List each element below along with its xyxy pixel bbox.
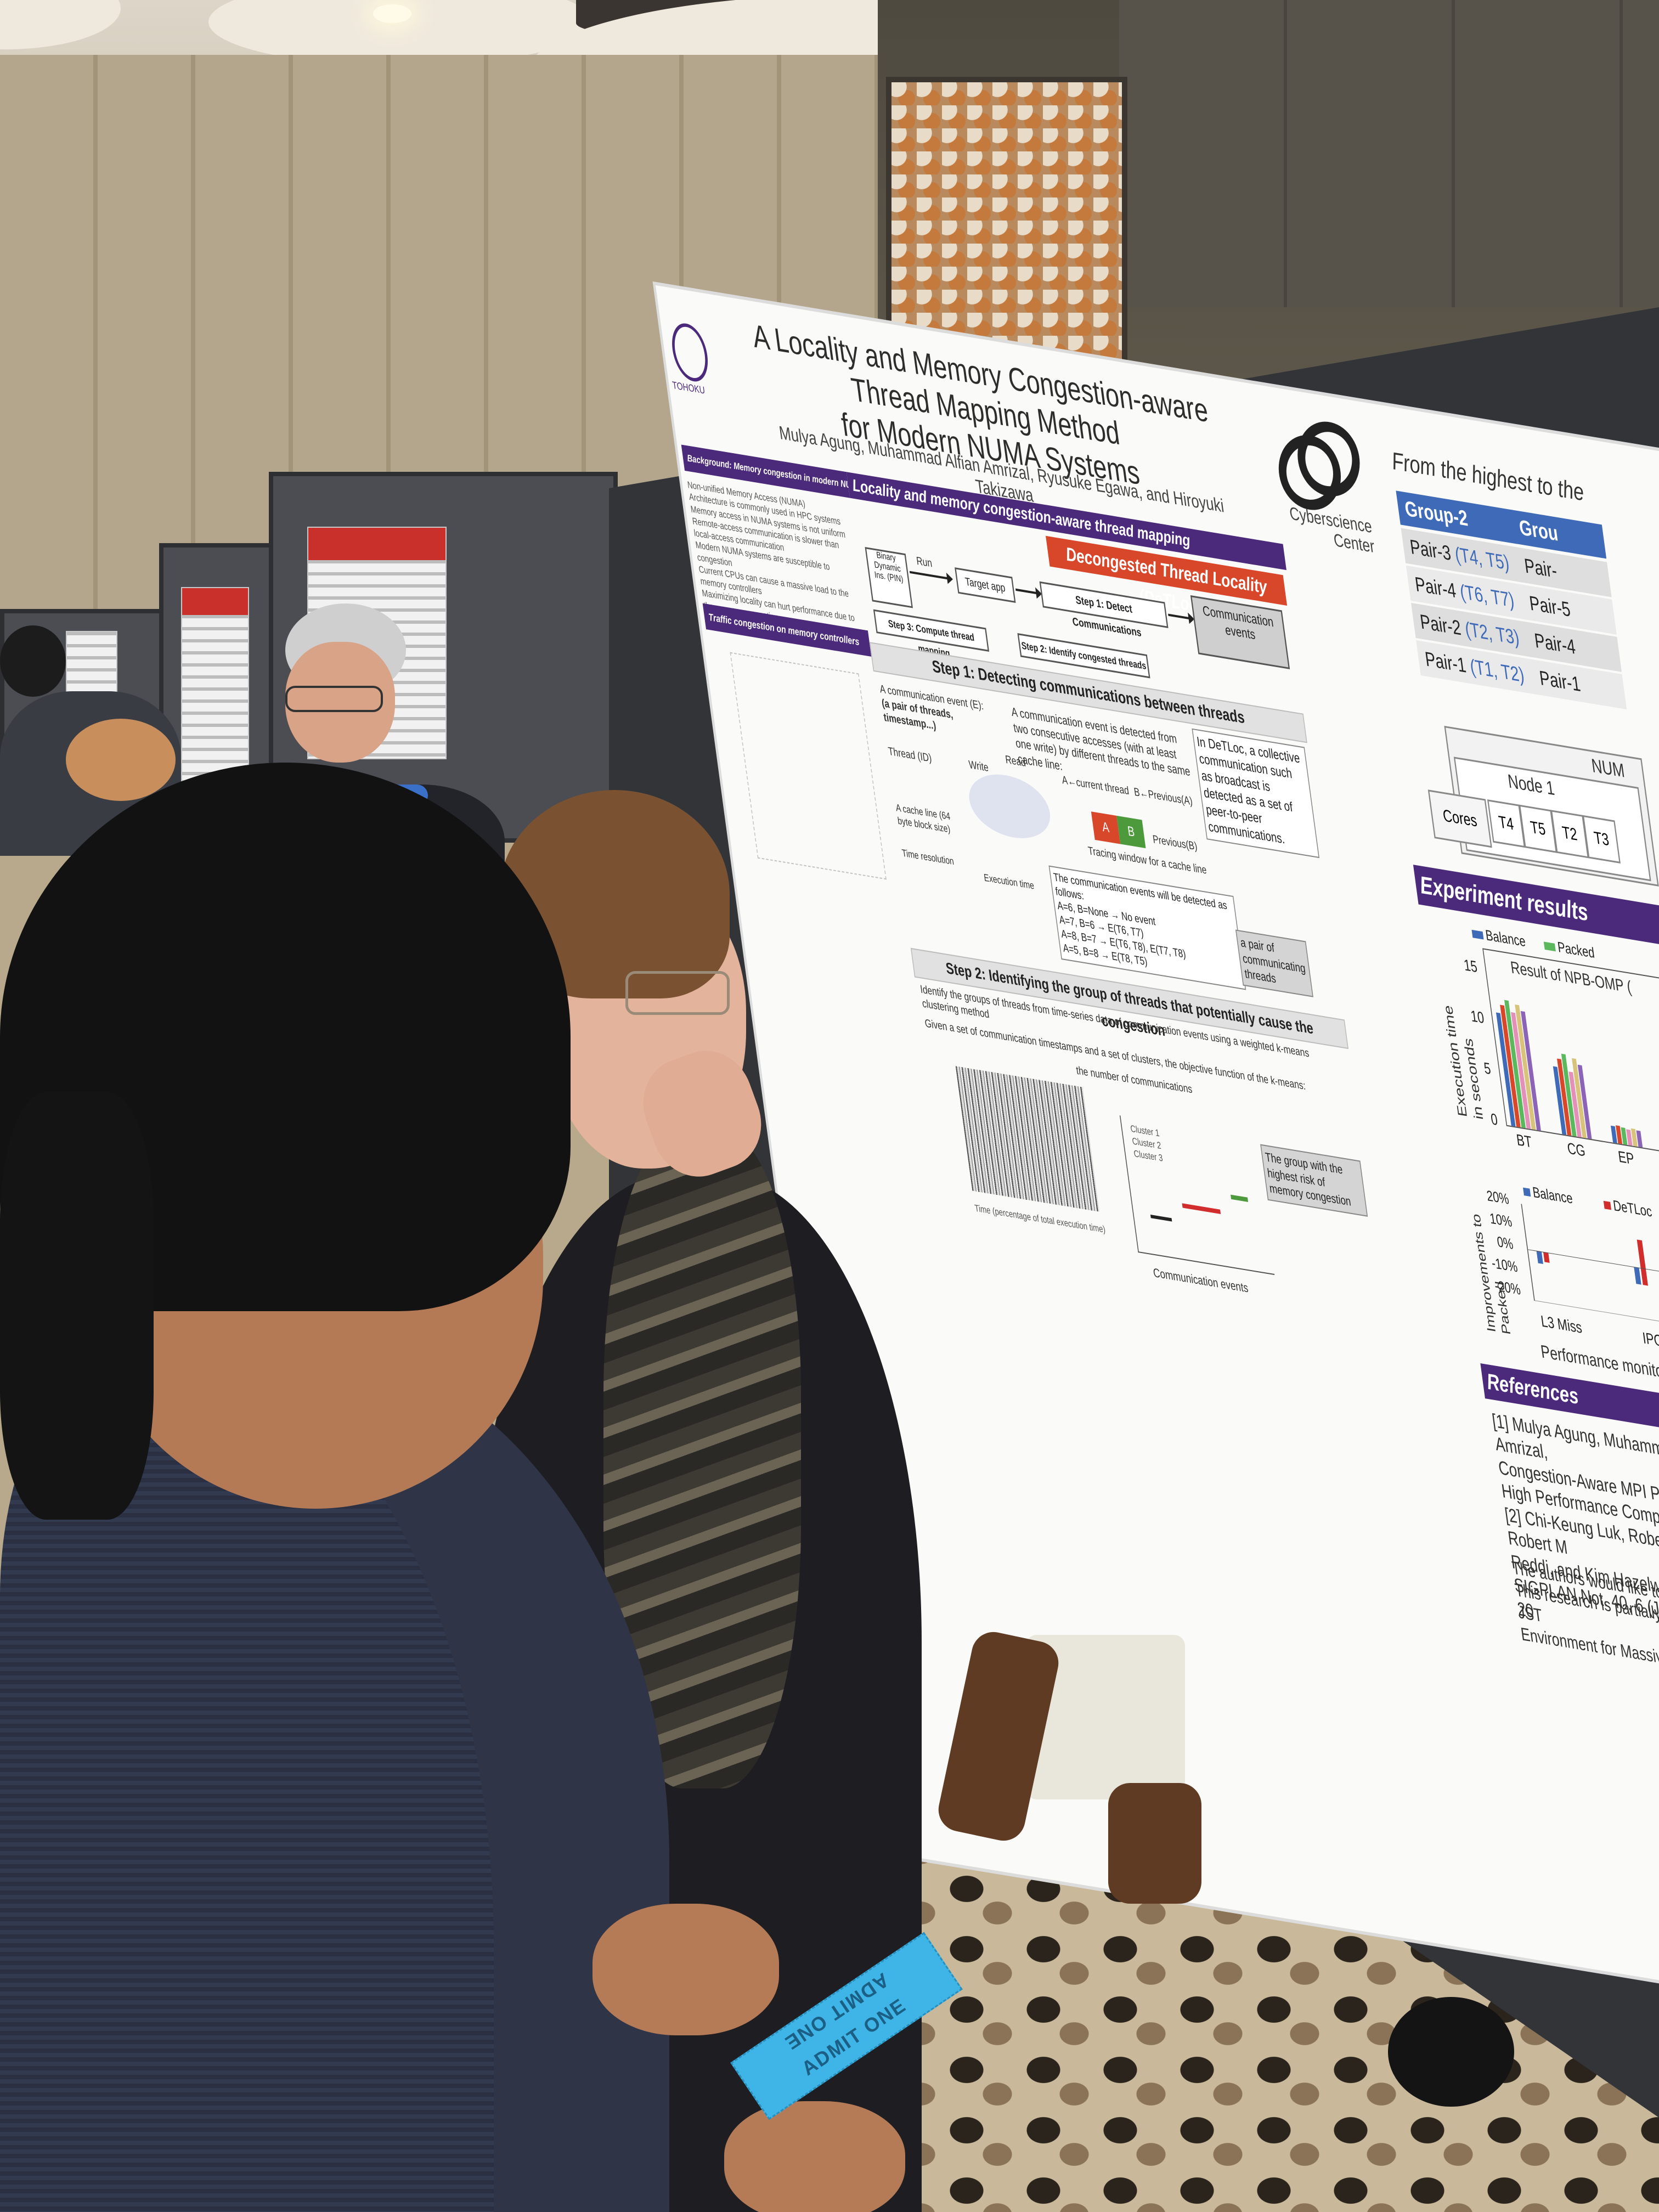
shoe-behind-board — [1108, 1783, 1201, 1904]
person-background-blonde — [60, 719, 192, 828]
cluster-segment — [1150, 1215, 1172, 1222]
legend-balance-2: Balance — [1522, 1182, 1574, 1207]
comm-event-label: A communication event (E): (a pair of th… — [879, 682, 985, 732]
chart1-ylabel: Execution time in seconds — [1441, 1004, 1486, 1121]
chart2-plot — [1521, 1204, 1659, 1330]
hand-right — [724, 2101, 905, 2212]
dark-shoe — [1388, 1997, 1514, 2107]
chart1-xtick: BT — [1515, 1131, 1533, 1151]
chart1-xtick: EP — [1617, 1147, 1635, 1168]
bar-group-ep — [1609, 1109, 1656, 1150]
bar — [1543, 1251, 1550, 1263]
node-1-label: Node 1 — [1506, 770, 1556, 800]
flow-binary-box: Binary Dynamic Ins. (PIN) — [865, 547, 913, 608]
read-label: Read — [1005, 753, 1027, 770]
thread-cloud — [965, 768, 1054, 844]
bar-group-bt — [1493, 990, 1554, 1133]
legend-packed: Packed — [1543, 936, 1595, 962]
execution-time-label: Execution time — [983, 872, 1035, 891]
person-foreground — [0, 763, 680, 2212]
chart1-ytick: 0 — [1489, 1110, 1499, 1129]
flow-target-box: Target app — [955, 567, 1016, 603]
pair-note: a pair of communicating threads — [1235, 929, 1313, 997]
tohoku-logo-text: TOHOKU — [672, 379, 706, 396]
glasses-icon — [285, 686, 383, 712]
comm-events-axis: Communication events — [1152, 1265, 1249, 1295]
group-note: The group with the highest risk of memor… — [1260, 1144, 1368, 1217]
flow-run-label: Run — [916, 555, 933, 570]
chart1-title: Result of NPB-OMP ( — [1509, 958, 1633, 997]
decorative-wall-art — [886, 77, 1127, 373]
tohoku-logo-icon — [668, 320, 712, 385]
glasses-icon — [625, 971, 730, 1015]
cluster-plot: Cluster 1 Cluster 2 Cluster 3 — [1119, 1115, 1275, 1276]
write-label: Write — [968, 758, 990, 775]
bar — [1536, 1250, 1543, 1265]
legend-balance: Balance — [1471, 924, 1527, 950]
cluster-segment-red — [1182, 1203, 1221, 1214]
chart1-ytick: 15 — [1463, 956, 1479, 976]
ceiling-light — [373, 4, 411, 23]
events-list: The communication events will be detecte… — [1048, 865, 1246, 990]
previous-b-label: Previous(B) — [1152, 833, 1198, 853]
cache-cell-a: A — [1091, 811, 1121, 844]
bar-group-cg — [1547, 1021, 1605, 1141]
thread-label: Thread (ID) — [887, 745, 933, 765]
legend-detloc: DeTLoc — [1602, 1195, 1653, 1221]
chart2-ytick: 0% — [1496, 1233, 1514, 1253]
cyberscience-logo-icon — [1265, 408, 1372, 523]
cache-cell-b: B — [1116, 815, 1146, 849]
distant-poster — [181, 587, 249, 781]
chart1-xtick: CG — [1566, 1139, 1587, 1160]
flow-arrow — [1015, 588, 1037, 595]
core-t3: T3 — [1582, 815, 1621, 864]
comm-heatmap — [955, 1066, 1100, 1212]
chart1-ytick: 5 — [1482, 1059, 1492, 1078]
cyberscience-logo-text: Cyberscience Center — [1288, 503, 1376, 557]
bar — [1634, 1267, 1641, 1285]
flow-arrow — [909, 571, 948, 580]
hair-side — [0, 1092, 154, 1520]
chart2-xtick: IPC — [1641, 1329, 1659, 1350]
chart2-ytick: 20% — [1485, 1187, 1510, 1208]
detloc-note: In DeTLoc, a collective communication su… — [1192, 728, 1320, 859]
dark-wall-panels — [1119, 0, 1659, 307]
hand-left — [592, 1904, 779, 2035]
cluster-segment-green — [1231, 1194, 1249, 1202]
flow-events-box: Communication events — [1190, 595, 1290, 669]
chart2-xtick: L3 Miss — [1539, 1312, 1583, 1337]
numa-title: NUM — [1590, 755, 1626, 782]
chart1-ytick: 10 — [1469, 1007, 1486, 1027]
cores-label: Cores — [1427, 789, 1492, 848]
chart1-plot: Result of NPB-OMP ( — [1482, 948, 1659, 1159]
